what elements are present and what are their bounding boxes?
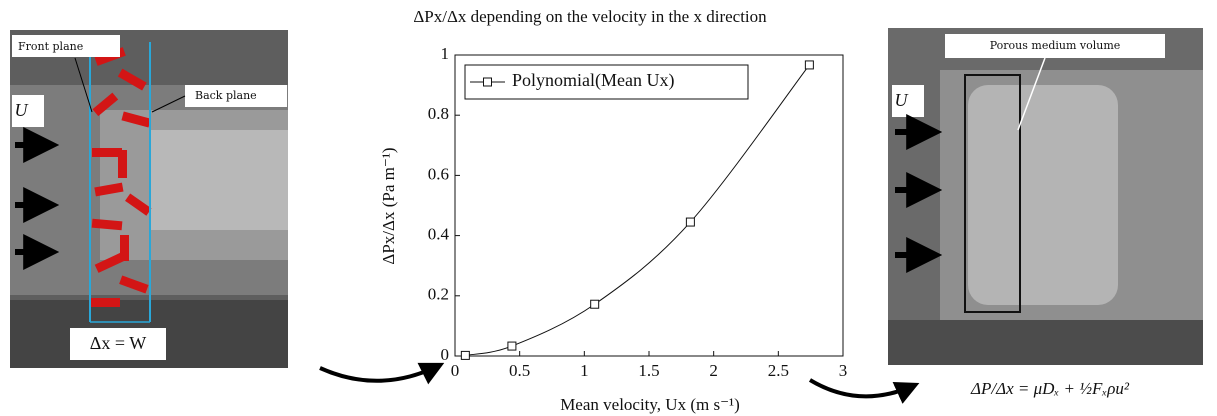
left-panel: Front plane Back plane U⃗ Δx = W <box>10 30 288 368</box>
point-marker <box>804 60 814 70</box>
flow-arrows <box>15 127 60 270</box>
y-axis-label: ΔPx/Δx (Pa m⁻¹) <box>379 147 398 264</box>
y-tick-label: 0.6 <box>428 164 449 183</box>
x-tick-label: 1 <box>580 361 589 380</box>
wake-region <box>150 130 288 230</box>
point-marker <box>685 217 695 227</box>
series-line <box>465 64 810 356</box>
volume-label: Porous medium volume <box>990 39 1121 52</box>
legend-label: Polynomial(Mean Ux) <box>512 70 674 91</box>
y-tick-label: 0.4 <box>428 225 450 244</box>
porous-volume <box>964 74 1021 313</box>
x-tick-label: 2 <box>709 361 718 380</box>
cfd-background <box>888 320 1203 365</box>
plot-frame <box>454 54 844 357</box>
wake-region <box>968 85 1118 305</box>
front-label: Front plane <box>18 40 83 53</box>
x-tick-label: 0.5 <box>509 361 530 380</box>
y-tick-label: 1 <box>441 44 450 63</box>
y-tick-label: 0.2 <box>428 285 449 304</box>
label-box <box>12 35 120 57</box>
pointer <box>74 57 93 113</box>
x-axis-label: Mean velocity, Ux (m s⁻¹) <box>560 395 740 414</box>
equation: ΔP/Δx = μDₓ + ½Fₓρu² <box>970 379 1130 398</box>
legend-box <box>464 64 749 100</box>
velocity-label: U⃗ <box>895 90 922 110</box>
point-marker <box>590 299 600 309</box>
flow-arrow <box>319 362 445 385</box>
legend-marker <box>483 77 492 87</box>
y-tick-label: 0.8 <box>428 104 449 123</box>
right-panel: Porous medium volume U⃗ ΔP/Δx = μDₓ + ½F… <box>888 28 1203 398</box>
label-box <box>185 85 287 107</box>
label-box <box>945 34 1165 58</box>
velocity-label: U⃗ <box>15 100 42 120</box>
y-tick-label: 0 <box>441 345 450 364</box>
x-tick-label: 1.5 <box>638 361 659 380</box>
width-label: Δx = W <box>90 333 146 353</box>
point-marker <box>460 350 470 360</box>
x-tick-label: 0 <box>451 361 460 380</box>
flow-arrows <box>895 114 943 273</box>
x-tick-label: 3 <box>839 361 848 380</box>
point-marker <box>507 341 517 351</box>
back-label: Back plane <box>195 89 257 102</box>
flow-arrow <box>808 378 920 404</box>
label-box <box>70 328 166 360</box>
label-box <box>892 85 924 117</box>
pointer <box>1017 57 1046 131</box>
label-box <box>12 95 44 127</box>
pointer <box>151 95 186 113</box>
chart-title: ΔPx/Δx depending on the velocity in the … <box>413 7 767 26</box>
x-tick-label: 2.5 <box>768 361 789 380</box>
